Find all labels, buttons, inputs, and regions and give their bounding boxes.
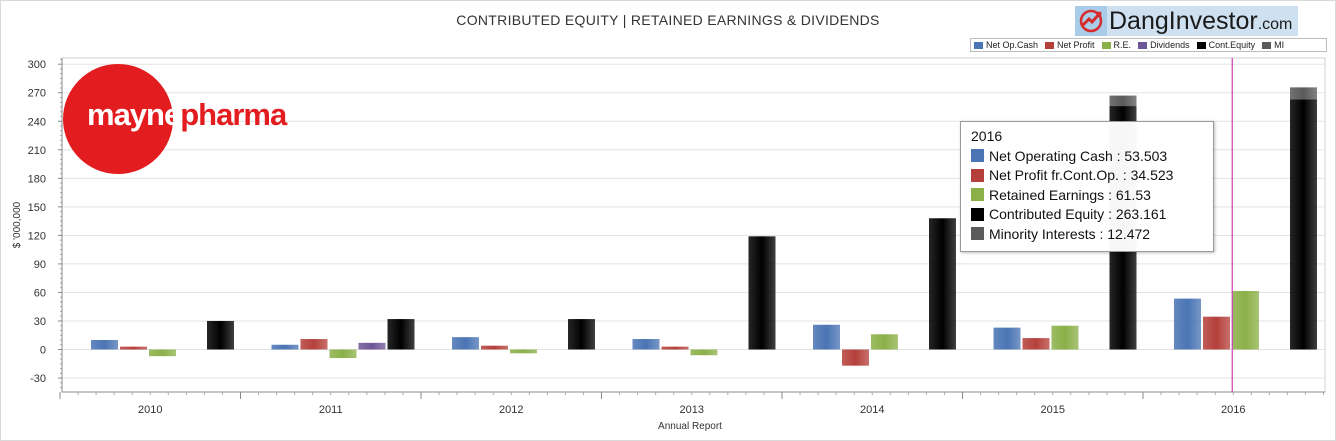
- bar-net-profit-2016: [1203, 316, 1230, 350]
- data-tooltip: 2016 Net Operating Cash : 53.503 Net Prof…: [960, 121, 1214, 252]
- bar-re-2013: [690, 349, 718, 356]
- brand-mark-icon: [1075, 6, 1107, 36]
- bar-re-2012: [510, 349, 537, 354]
- bar-cont-equity-2011: [387, 319, 415, 350]
- y-tick-label: 180: [28, 173, 46, 185]
- danginvestor-logo: DangInvestor .com: [1075, 6, 1331, 36]
- bar-mi-2016: [1290, 87, 1317, 100]
- bar-net-op-cash-2010: [91, 339, 118, 350]
- x-tick-label: 2010: [138, 404, 162, 416]
- legend-item-net-profit[interactable]: Net Profit: [1045, 40, 1095, 50]
- bar-cont-equity-2013: [748, 236, 776, 350]
- x-tick-label: 2014: [860, 404, 884, 416]
- y-tick-label: 120: [28, 230, 46, 242]
- bar-re-2011: [329, 349, 357, 359]
- legend-label: MI: [1274, 40, 1285, 50]
- y-tick-label: 270: [28, 88, 46, 100]
- tooltip-label: Minority Interests : 12.472: [989, 225, 1151, 242]
- tooltip-label: Net Operating Cash : 53.503: [989, 147, 1168, 164]
- legend-swatch: [1196, 41, 1206, 49]
- x-tick-label: 2016: [1221, 404, 1245, 416]
- bar-re-2015: [1051, 325, 1079, 350]
- bar-net-op-cash-2011: [271, 344, 299, 350]
- bar-cont-equity-2010: [207, 320, 234, 350]
- tooltip-swatch: [971, 188, 984, 202]
- x-tick-label: 2011: [319, 404, 343, 416]
- legend-swatch: [1101, 41, 1111, 49]
- tooltip-title: 2016: [971, 128, 1003, 144]
- tooltip-row-net-profit: Net Profit fr.Cont.Op. : 34.523: [971, 166, 1203, 186]
- bar-cont-equity-2016: [1290, 99, 1317, 350]
- legend-label: Net Profit: [1057, 40, 1095, 50]
- bar-cont-equity-2014: [929, 218, 956, 350]
- y-tick-label: 240: [28, 116, 46, 128]
- y-tick-label: -30: [30, 373, 46, 385]
- x-tick-label: 2013: [680, 404, 704, 416]
- y-tick-label: 300: [28, 59, 46, 71]
- tooltip-label: Net Profit fr.Cont.Op. : 34.523: [989, 167, 1174, 184]
- legend-swatch: [1138, 41, 1148, 49]
- bar-net-profit-2010: [120, 346, 147, 350]
- tooltip-swatch: [971, 207, 984, 221]
- tooltip-row-cont-equity: Contributed Equity : 263.161: [971, 205, 1203, 225]
- bar-net-profit-2015: [1022, 338, 1050, 350]
- legend-item-mi[interactable]: MI: [1262, 40, 1284, 50]
- bar-cont-equity-2012: [568, 319, 595, 350]
- legend-label: Dividends: [1150, 40, 1190, 50]
- legend-item-re[interactable]: R.E.: [1101, 40, 1132, 50]
- x-axis-label: Annual Report: [658, 421, 722, 432]
- tooltip-swatch: [971, 227, 984, 241]
- bar-net-op-cash-2014: [813, 324, 840, 350]
- y-tick-label: 210: [28, 145, 46, 157]
- tooltip-row-net-op-cash: Net Operating Cash : 53.503: [971, 146, 1203, 166]
- x-tick-label: 2015: [1041, 404, 1065, 416]
- y-axis-label: $ '000,000: [12, 201, 23, 248]
- legend-swatch: [1262, 41, 1272, 49]
- bar-dividends-2011: [358, 342, 386, 350]
- brand-suffix: .com: [1257, 16, 1293, 33]
- y-tick-label: 150: [28, 202, 46, 214]
- bar-net-profit-2012: [481, 345, 508, 350]
- y-tick-label: 90: [34, 259, 46, 271]
- legend-label: Cont.Equity: [1208, 40, 1256, 50]
- bar-re-2010: [149, 349, 176, 357]
- logo-text-mayne: mayne: [87, 97, 181, 132]
- legend-item-cont-equity[interactable]: Cont.Equity: [1196, 40, 1256, 50]
- legend-label: Net Op.Cash: [986, 40, 1039, 50]
- x-tick-label: 2012: [499, 404, 523, 416]
- brand-name: DangInvestor: [1109, 6, 1258, 35]
- bar-net-profit-2013: [661, 346, 689, 350]
- bar-net-profit-2014: [842, 349, 869, 366]
- bar-net-profit-2011: [300, 339, 328, 350]
- chart-legend: Net Op.Cash Net Profit R.E. Dividends Cont.E…: [970, 38, 1327, 52]
- tooltip-label: Contributed Equity : 263.161: [989, 206, 1167, 223]
- bar-net-op-cash-2016: [1174, 298, 1201, 350]
- y-tick-label: 30: [34, 316, 46, 328]
- y-tick-label: 60: [34, 287, 46, 299]
- tooltip-row-re: Retained Earnings : 61.53: [971, 185, 1203, 205]
- bar-net-op-cash-2012: [452, 337, 479, 350]
- tooltip-row-mi: Minority Interests : 12.472: [971, 224, 1203, 244]
- bar-mi-2015: [1109, 95, 1137, 107]
- legend-label: R.E.: [1113, 40, 1132, 50]
- bar-re-2014: [871, 334, 898, 350]
- logo-circle: [63, 64, 173, 174]
- tooltip-swatch: [971, 149, 984, 163]
- mayne-pharma-logo: maynepharma: [63, 64, 287, 176]
- tooltip-swatch: [971, 168, 984, 182]
- chart-title: CONTRIBUTED EQUITY | RETAINED EARNINGS &…: [456, 12, 880, 28]
- legend-item-dividends[interactable]: Dividends: [1138, 40, 1190, 50]
- y-tick-label: 0: [40, 345, 46, 357]
- tooltip-label: Retained Earnings : 61.53: [989, 186, 1151, 203]
- legend-swatch: [974, 41, 983, 49]
- logo-text-pharma: pharma: [180, 97, 287, 132]
- bar-re-2016: [1232, 290, 1259, 350]
- legend-swatch: [1045, 41, 1055, 49]
- legend-item-net-op-cash[interactable]: Net Op.Cash: [974, 40, 1038, 50]
- bar-net-op-cash-2015: [993, 327, 1021, 350]
- bar-net-op-cash-2013: [632, 339, 660, 350]
